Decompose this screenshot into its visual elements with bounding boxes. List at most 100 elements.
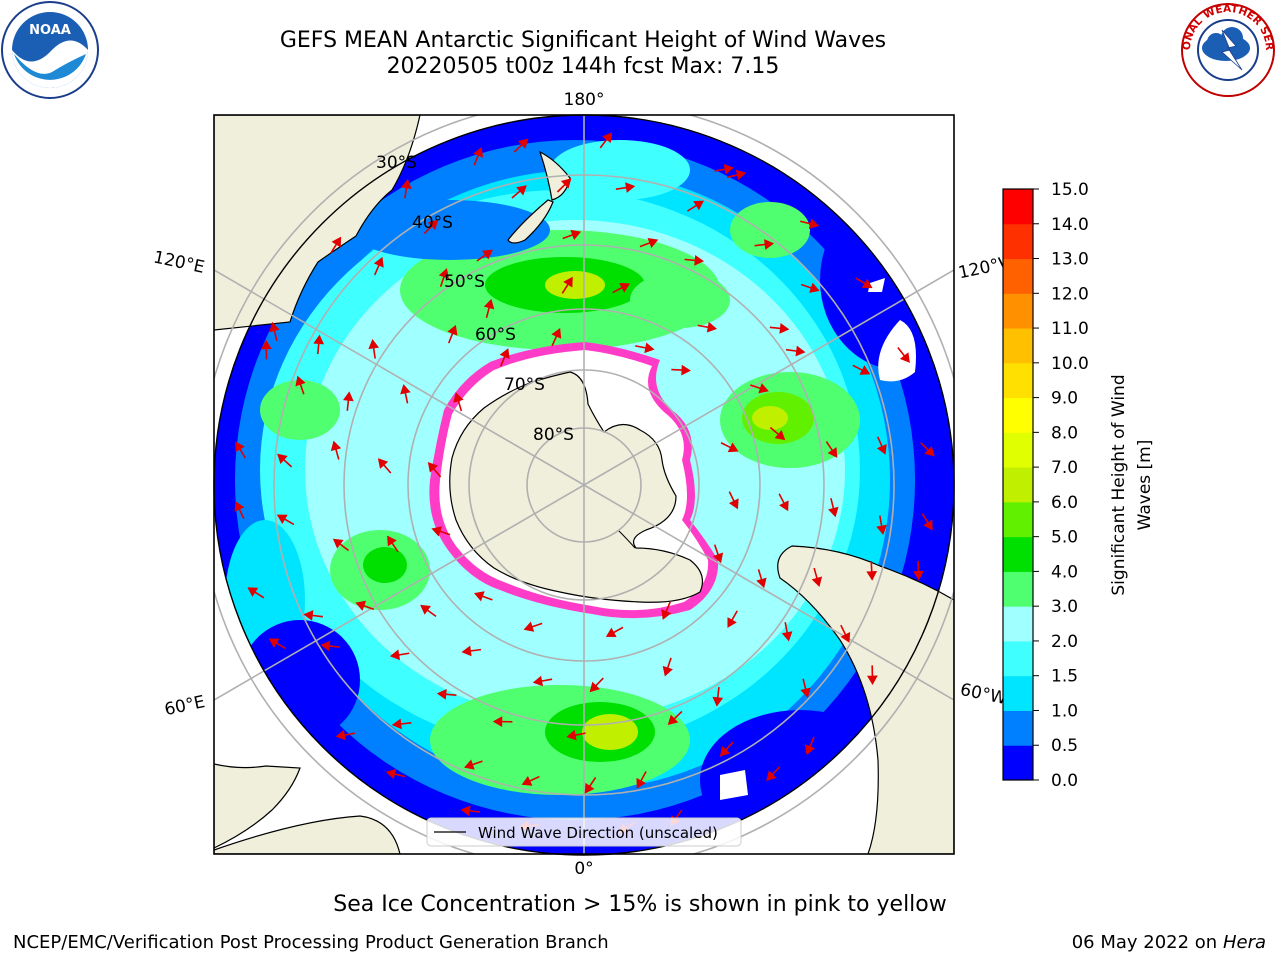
wind-wave-arrow <box>453 392 464 412</box>
wind-wave-arrow <box>368 339 380 359</box>
arrow-legend: Wind Wave Direction (unscaled) <box>426 817 742 847</box>
graticule <box>214 115 954 854</box>
colorbar-segment <box>1003 571 1033 607</box>
lat-label-80s: 80°S <box>533 425 574 445</box>
colorbar-tick-label: 2.0 <box>1051 632 1078 652</box>
wind-wave-arrow <box>615 182 636 193</box>
wind-wave-arrow <box>391 718 412 730</box>
colorbar-segment <box>1003 640 1033 677</box>
colorbar-tick-label: 8.0 <box>1051 423 1078 443</box>
colorbar-tick-label: 0.0 <box>1051 771 1078 791</box>
wind-wave-arrow <box>235 441 247 459</box>
wind-wave-arrow <box>332 538 350 552</box>
wind-wave-arrow <box>855 277 873 289</box>
machine-name: Hera <box>1222 932 1266 953</box>
sea-ice-footnote: Sea Ice Concentration > 15% is shown in … <box>333 892 947 917</box>
wind-wave-arrow <box>913 560 924 581</box>
wind-wave-arrow <box>756 569 767 589</box>
wind-wave-arrow <box>800 678 811 698</box>
noaa-logo: NOAA <box>1 1 99 99</box>
wind-wave-arrow <box>727 610 738 628</box>
colorbar-tick-label: 12.0 <box>1051 284 1089 304</box>
lat-label-70s: 70°S <box>504 375 545 395</box>
svg-text:NOAA: NOAA <box>29 23 71 38</box>
wind-wave-arrow <box>556 178 572 193</box>
antarctica-land <box>449 371 703 603</box>
date-text: 06 May 2022 on <box>1071 932 1218 953</box>
colorbar-segment <box>1003 467 1033 503</box>
wind-wave-arrow <box>728 491 739 510</box>
wind-wave-arrow <box>866 561 878 581</box>
wind-wave-arrow <box>566 729 586 741</box>
wind-wave-arrow <box>866 665 878 686</box>
wind-wave-arrow <box>373 256 384 276</box>
wind-wave-arrow <box>474 591 493 602</box>
wind-wave-arrow <box>389 649 410 661</box>
wind-wave-arrow <box>447 324 458 344</box>
colorbar-tick-label: 7.0 <box>1051 458 1078 478</box>
wind-wave-arrow <box>436 688 457 700</box>
nws-logo: NATIONAL WEATHER SERVICE <box>1176 0 1275 97</box>
wind-wave-arrow <box>712 687 724 707</box>
colorbar-segment <box>1003 362 1033 399</box>
wind-wave-arrow <box>387 535 399 553</box>
wind-wave-arrow <box>781 622 793 642</box>
colorbar-tick-label: 14.0 <box>1051 215 1089 235</box>
wind-wave-arrow <box>785 345 806 357</box>
colorbar-tick-label: 1.5 <box>1051 667 1078 687</box>
wind-wave-arrow <box>671 364 691 376</box>
wind-wave-arrow <box>811 567 823 587</box>
wind-wave-arrow <box>719 741 734 757</box>
colorbar-tick-label: 13.0 <box>1051 250 1089 270</box>
colorbar-tick-label: 3.0 <box>1051 597 1078 617</box>
legend-label: Wind Wave Direction (unscaled) <box>478 824 718 842</box>
wind-wave-arrow <box>605 626 624 638</box>
wind-wave-arrow <box>828 497 839 518</box>
colorbar-segment <box>1003 328 1033 364</box>
lon-label-bottom: 0° <box>574 859 593 879</box>
wind-wave-arrow <box>667 710 683 726</box>
wind-wave-arrow <box>589 677 604 693</box>
wind-wave-arrow <box>313 334 325 355</box>
wind-wave-arrow <box>599 132 613 149</box>
wind-wave-arrow <box>799 218 820 229</box>
wind-wave-arrow <box>635 342 655 354</box>
wind-wave-arrow <box>697 321 718 333</box>
date-stamp: 06 May 2022 on Hera <box>1072 932 1266 953</box>
wind-wave-arrow <box>247 587 265 599</box>
wind-wave-arrow <box>561 276 573 294</box>
wind-wave-arrow <box>714 163 734 175</box>
wind-wave-arrow <box>551 327 562 347</box>
wind-wave-arrow <box>464 759 483 770</box>
colorbar-tick-label: 0.5 <box>1051 736 1078 756</box>
wind-wave-arrow <box>876 436 887 455</box>
wind-wave-arrow <box>686 200 704 212</box>
colorbar-tick-label: 1.0 <box>1051 701 1078 721</box>
wind-wave-arrow <box>754 239 775 250</box>
wind-wave-arrow <box>438 268 449 288</box>
wind-wave-arrow <box>476 249 493 262</box>
wind-wave-arrow <box>460 805 481 817</box>
wind-wave-arrow <box>377 458 392 474</box>
wind-wave-arrow <box>335 729 356 741</box>
wind-wave-arrow <box>492 716 513 728</box>
colorbar-segment <box>1003 397 1033 433</box>
colorbar-segment <box>1003 293 1033 329</box>
africa-land-lower <box>214 815 401 854</box>
wind-wave-arrow <box>766 766 781 781</box>
wind-wave-arrow <box>662 657 673 677</box>
wind-wave-arrow <box>778 493 789 512</box>
wind-wave-arrow <box>431 526 451 537</box>
wind-wave-arrow <box>726 169 747 181</box>
wind-wave-arrow <box>876 515 887 535</box>
wind-wave-arrow <box>234 501 245 520</box>
colorbar-tick-label: 9.0 <box>1051 389 1078 409</box>
wind-wave-arrow <box>473 147 484 166</box>
colorbar-segment <box>1003 258 1033 294</box>
africa-land <box>214 763 301 849</box>
wind-wave-arrow <box>385 768 406 780</box>
wind-wave-arrow <box>303 610 323 621</box>
wind-wave-arrow <box>427 462 442 478</box>
wind-wave-arrow <box>612 283 630 294</box>
lon-label-left-lower: 60°E <box>163 692 207 720</box>
